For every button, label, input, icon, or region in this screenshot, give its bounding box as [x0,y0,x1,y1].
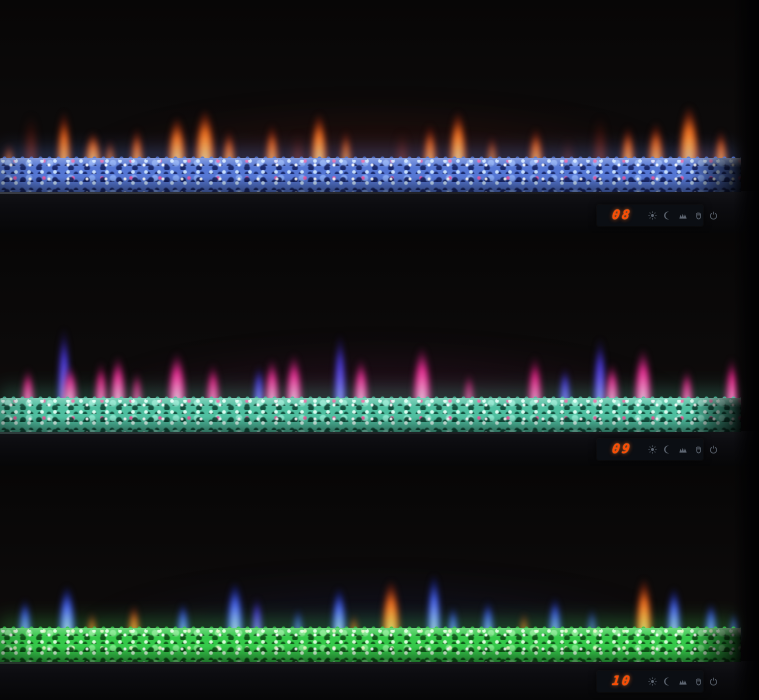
power-icon [709,445,718,454]
crystal-ember-bed [0,628,741,662]
flame-icon [679,213,687,219]
fireplace-unit-2: 09 [0,233,759,466]
control-display: 10 [597,671,718,692]
power-icon [709,211,718,220]
control-icon-row [648,445,718,454]
right-frame-edge [733,233,759,466]
moon-icon [664,211,670,220]
flame-icon [679,679,687,685]
front-ledge-highlight [0,432,733,434]
control-display: 08 [597,205,718,226]
led-readout: 09 [611,442,633,457]
sun-icon [648,677,657,686]
led-readout: 10 [611,674,633,689]
control-display: 09 [597,439,718,460]
moon-icon [664,445,670,454]
moon-icon [664,677,670,686]
hand-icon [696,446,701,454]
fireplace-unit-3: 10 [0,466,759,700]
hand-icon [696,212,701,220]
sun-icon [648,445,657,454]
power-icon [709,677,718,686]
crystal-ember-bed [0,158,741,192]
front-ledge-highlight [0,192,733,194]
hand-icon [696,678,701,686]
flame-icon [679,447,687,453]
front-ledge-highlight [0,662,733,664]
fireplace-unit-1: 08 [0,0,759,233]
control-icon-row [648,677,718,686]
right-frame-edge [733,0,759,233]
control-icon-row [648,211,718,220]
led-readout: 08 [611,208,633,223]
crystal-ember-bed [0,398,741,432]
sun-icon [648,211,657,220]
right-frame-edge [733,466,759,700]
